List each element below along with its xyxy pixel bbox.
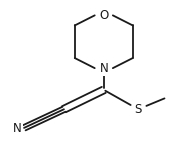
Text: N: N [13,122,22,135]
Text: N: N [99,62,108,75]
Text: S: S [135,103,142,116]
Text: O: O [99,9,108,22]
